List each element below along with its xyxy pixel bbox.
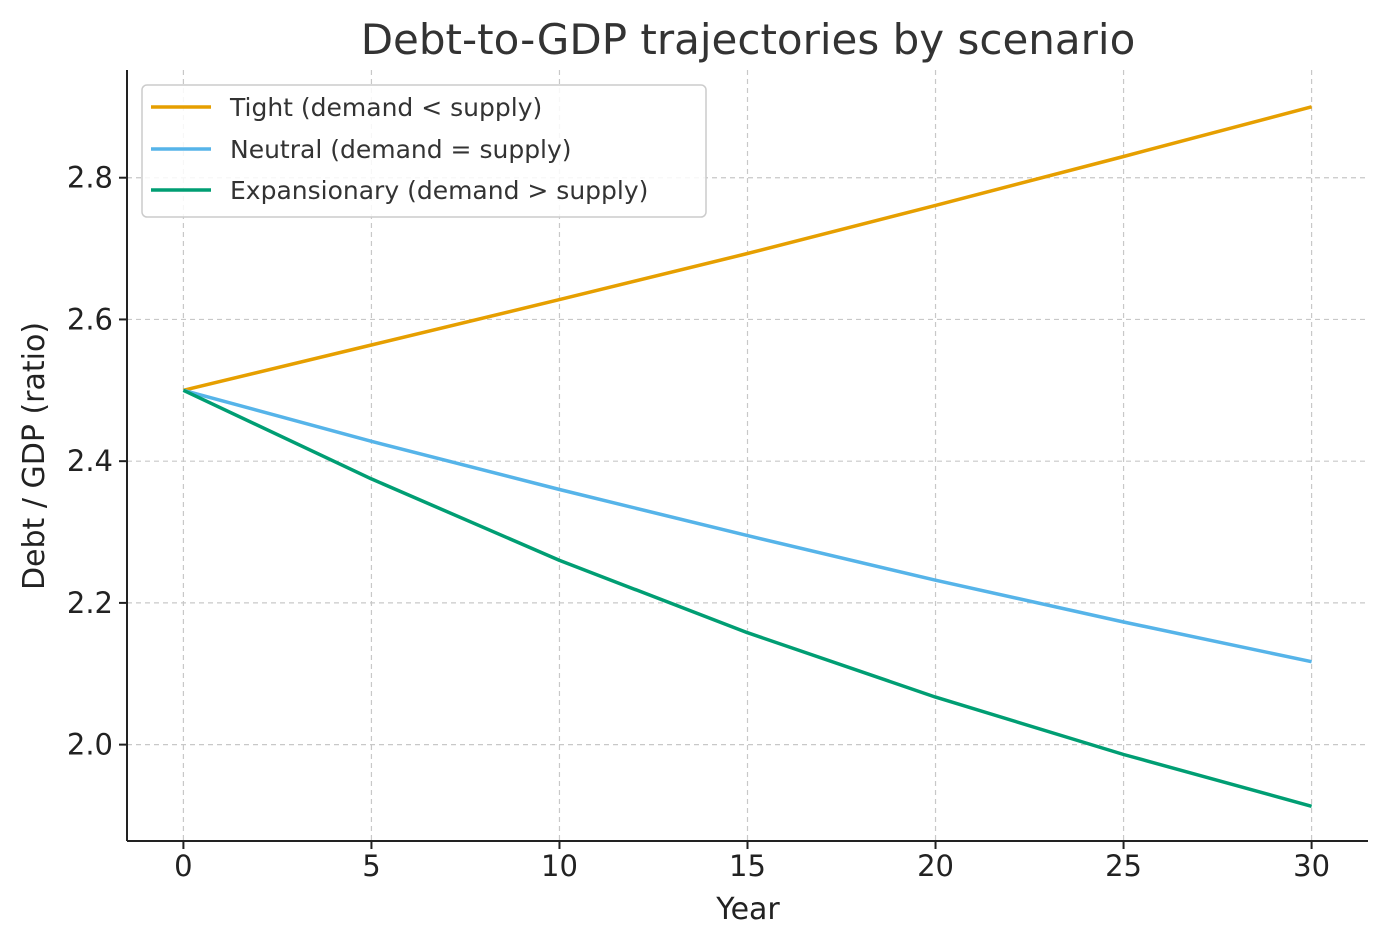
x-axis-label: Year	[715, 892, 780, 927]
x-tick-label: 30	[1293, 849, 1330, 883]
x-tick-label: 15	[729, 849, 766, 883]
y-tick-label: 2.4	[67, 444, 113, 478]
legend: Tight (demand < supply) Neutral (demand =…	[141, 84, 707, 218]
series-line-2	[182, 388, 1313, 808]
legend-frame	[141, 84, 707, 218]
x-tick-label: 5	[362, 849, 380, 883]
y-axis-label: Debt / GDP (ratio)	[17, 322, 52, 590]
x-tick-label: 0	[174, 849, 192, 883]
y-tick-label: 2.2	[67, 586, 113, 620]
series-line-1	[182, 388, 1312, 664]
legend-label: Neutral (demand = supply)	[230, 135, 572, 164]
series-lines	[182, 105, 1313, 808]
x-tick-label: 10	[541, 849, 578, 883]
y-axis-ticks: 2.0 2.2 2.4 2.6 2.8	[67, 161, 127, 762]
chart-title: Debt-to-GDP trajectories by scenario	[361, 15, 1136, 64]
y-tick-label: 2.6	[67, 302, 113, 336]
y-tick-label: 2.8	[67, 161, 113, 195]
legend-label: Expansionary (demand > supply)	[230, 176, 648, 205]
x-tick-label: 20	[917, 849, 954, 883]
x-axis-ticks: 0 5 10 15 20 25 30	[174, 841, 1330, 883]
legend-label: Tight (demand < supply)	[229, 93, 542, 122]
y-tick-label: 2.0	[67, 728, 113, 762]
x-tick-label: 25	[1105, 849, 1142, 883]
series-line-0	[182, 105, 1313, 393]
